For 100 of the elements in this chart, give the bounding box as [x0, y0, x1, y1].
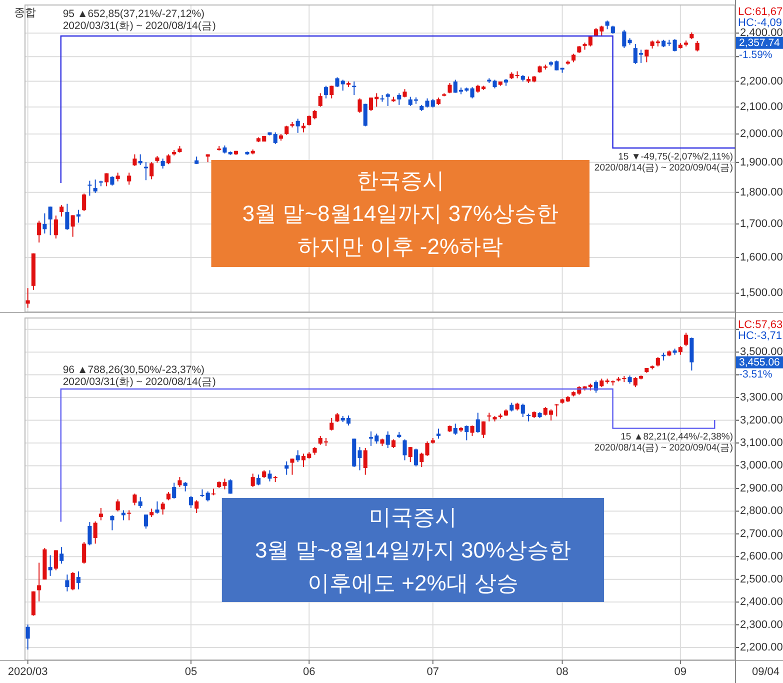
candlestick: [48, 206, 52, 236]
candlestick: [31, 590, 36, 616]
annotation: 2020/03/31(화) ~ 2020/08/14(금): [62, 20, 216, 32]
y-tick-label: 1,700.00: [740, 218, 783, 230]
annotation: 15 ▲82,21(2,44%/-2,38%): [620, 432, 733, 442]
candlestick: [622, 29, 626, 49]
candlestick: [397, 92, 402, 106]
y-tick-label: 3,200.00: [740, 414, 783, 426]
candlestick: [37, 562, 42, 602]
y-tick-label: 3,000.00: [740, 460, 783, 472]
x-tick-label: 07: [426, 666, 440, 678]
annotation: 이후에도 +2%대 상승: [308, 570, 518, 596]
y-tick-label: 1,600.00: [740, 252, 783, 264]
candlestick: [144, 514, 148, 530]
candlestick: [402, 438, 407, 461]
text: 2,357.74: [739, 36, 780, 49]
candlestick: [228, 478, 232, 494]
x-tick-label: 2020/03: [8, 666, 48, 678]
candlestick: [93, 520, 98, 544]
candlestick: [296, 118, 300, 134]
candlestick: [318, 92, 322, 108]
candlestick: [65, 203, 70, 230]
y-tick-label: 2,200.00: [740, 642, 783, 654]
candlestick: [54, 215, 58, 239]
y-tick-label: 2,500.00: [740, 573, 783, 586]
y-tick-label: 3,500.00: [740, 346, 783, 358]
candlestick: [70, 572, 75, 591]
candlestick: [644, 49, 649, 63]
text: LC:57,63: [738, 319, 783, 331]
candlestick: [695, 40, 700, 52]
candlestick: [386, 430, 390, 448]
candlestick: [476, 412, 480, 434]
y-tick-label: 2,900.00: [740, 482, 783, 494]
candlestick: [284, 125, 289, 136]
annotation: 95 ▲652,85(37,21%/-27,12%): [62, 8, 205, 20]
candlestick: [93, 179, 98, 194]
callout: 한국증시 3월 말~8월14일까지 37%상승한 하지만 이후 -2%하락: [211, 160, 590, 267]
candlestick: [684, 332, 688, 347]
text: LC:61,67: [738, 6, 783, 18]
text: -3.51%: [739, 368, 772, 380]
annotation: 3월 말~8월14일까지 30%상승한: [254, 538, 571, 562]
annotation: 2020/08/14(금) ~ 2020/09/04(금): [594, 442, 733, 454]
y-tick-label: 2,300.00: [740, 618, 783, 631]
y-tick-label: 1,500.00: [740, 287, 783, 300]
callout: 미국증시 3월 말~8월14일까지 30%상승한 이후에도 +2%대 상승: [222, 498, 604, 602]
candlestick: [110, 176, 114, 186]
candlestick: [65, 574, 70, 592]
candlestick: [150, 162, 154, 180]
candlestick: [250, 473, 255, 488]
y-tick-label: 2,600.00: [740, 550, 783, 563]
candlestick: [358, 98, 362, 114]
text: 09/04: [752, 666, 780, 678]
x-tick-label: 05: [184, 666, 198, 678]
y-tick-label: 2,800.00: [740, 505, 783, 518]
candlestick: [526, 413, 531, 422]
candlestick: [296, 450, 300, 463]
candlestick: [363, 103, 368, 127]
candlestick: [672, 38, 677, 52]
text: HC:-4,09: [738, 17, 782, 29]
candlestick: [121, 510, 126, 521]
candlestick: [138, 154, 142, 166]
candlestick: [132, 154, 137, 166]
y-tick-label: 2,700.00: [740, 528, 783, 540]
candlestick: [324, 85, 328, 99]
candlestick: [144, 162, 148, 181]
annotation: 3월 말~8월14일까지 37%상승한: [242, 201, 558, 226]
y-tick-label: 2,000.00: [740, 128, 783, 140]
candlestick: [127, 172, 132, 186]
candlestick: [88, 180, 92, 196]
y-tick-label: 1,800.00: [740, 186, 783, 198]
x-tick-label: 09: [674, 666, 687, 678]
candlestick: [408, 446, 412, 463]
y-tick-label: 3,300.00: [740, 392, 783, 404]
candlestick: [268, 470, 272, 482]
candlestick: [330, 417, 334, 431]
candlestick: [188, 495, 193, 508]
candlestick: [132, 493, 137, 506]
x-tick-label: 08: [556, 666, 568, 678]
candlestick: [155, 500, 160, 514]
candlestick: [481, 420, 486, 438]
y-tick-label: 2,200.00: [740, 75, 783, 88]
candlestick: [166, 154, 170, 165]
candlestick: [127, 510, 132, 521]
candlestick: [330, 85, 334, 99]
annotation: 2020/08/14(금) ~ 2020/09/04(금): [594, 162, 733, 174]
candlestick: [178, 476, 182, 488]
y-tick-label: 2,400.00: [740, 27, 783, 40]
candlestick: [76, 570, 80, 590]
chart-title: 종합: [14, 7, 36, 19]
candlestick: [160, 158, 165, 170]
candlestick: [470, 424, 474, 436]
candlestick: [116, 498, 120, 512]
annotation: 하지만 이후 -2%하락: [298, 234, 504, 259]
candlestick: [554, 404, 559, 417]
candlestick: [335, 412, 340, 423]
candlestick: [160, 502, 165, 516]
candlestick: [194, 500, 199, 514]
candlestick: [436, 428, 441, 440]
candlestick: [414, 448, 418, 467]
annotation: 2020/03/31(화) ~ 2020/08/14(금): [62, 376, 216, 388]
